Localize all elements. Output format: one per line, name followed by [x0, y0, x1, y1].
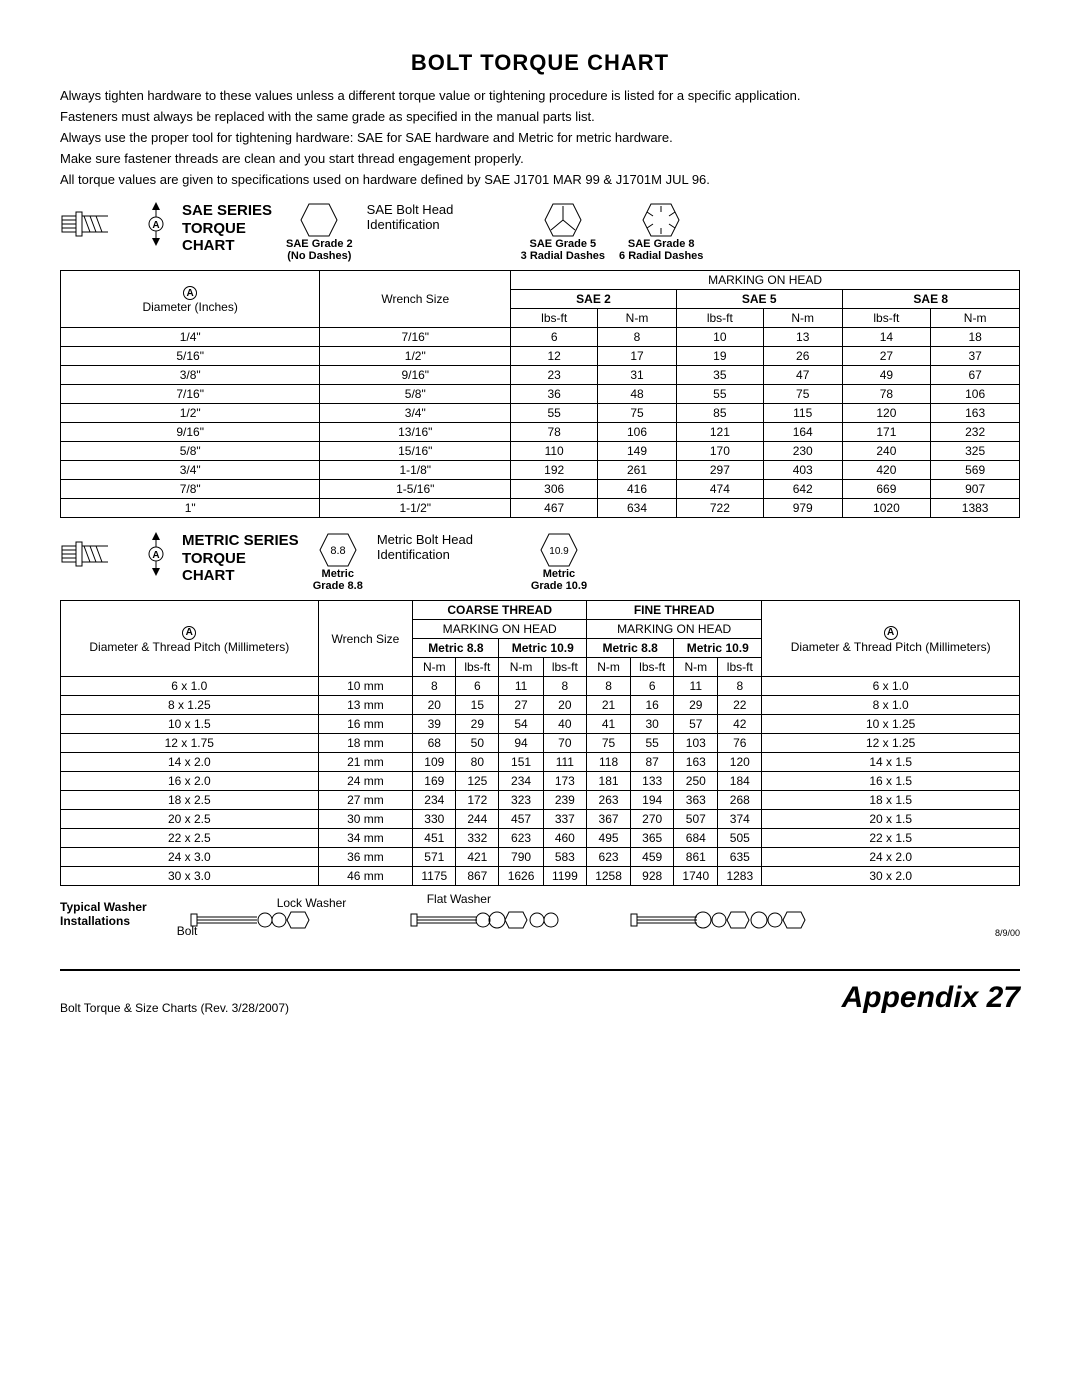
- table-row: 18 x 2.527 mm23417232323926319436326818 …: [61, 791, 1020, 810]
- table-row: 12 x 1.7518 mm6850947075551037612 x 1.25: [61, 734, 1020, 753]
- svg-text:A: A: [152, 220, 159, 231]
- intro-line: Make sure fastener threads are clean and…: [60, 151, 1020, 168]
- intro-text: Always tighten hardware to these values …: [60, 88, 1020, 188]
- metric-head-id-label: Metric Bolt Head Identification: [377, 532, 517, 562]
- table-row: 5/8"15/16"110149170230240325: [61, 442, 1020, 461]
- bolt-label: Bolt: [177, 924, 198, 938]
- table-row: 30 x 3.046 mm117586716261199125892817401…: [61, 867, 1020, 886]
- marker-a-icon: A: [182, 626, 196, 640]
- flat-washer-label: Flat Washer: [427, 892, 491, 906]
- table-row: 20 x 2.530 mm33024445733736727050737420 …: [61, 810, 1020, 829]
- sae-grade8-block: SAE Grade 8 6 Radial Dashes: [619, 202, 703, 262]
- marker-a-icon: A: [183, 286, 197, 300]
- table-row: 5/16"1/2"121719262737: [61, 347, 1020, 366]
- bolt-side-icon: [60, 532, 130, 576]
- table-row: 1/2"3/4"557585115120163: [61, 404, 1020, 423]
- table-row: 6 x 1.010 mm86118861186 x 1.0: [61, 677, 1020, 696]
- metric-series-title: METRIC SERIES TORQUE CHART: [182, 532, 299, 584]
- table-row: 16 x 2.024 mm16912523417318113325018416 …: [61, 772, 1020, 791]
- lock-washer-label: Lock Washer: [277, 896, 347, 910]
- metric-header: A METRIC SERIES TORQUE CHART 8.8 Metric …: [60, 532, 1020, 592]
- washer-diagram: Typical Washer Installations Bolt Lock W…: [60, 900, 1020, 943]
- marker-a-icon: A: [884, 626, 898, 640]
- dimension-arrow-icon: A: [144, 532, 168, 576]
- table-row: 8 x 1.2513 mm20152720211629228 x 1.0: [61, 696, 1020, 715]
- revision-text: Bolt Torque & Size Charts (Rev. 3/28/200…: [60, 1001, 289, 1015]
- table-row: 10 x 1.516 mm392954404130574210 x 1.25: [61, 715, 1020, 734]
- intro-line: Always tighten hardware to these values …: [60, 88, 1020, 105]
- table-row: 1"1-1/2"46763472297910201383: [61, 499, 1020, 518]
- page-footer: Bolt Torque & Size Charts (Rev. 3/28/200…: [60, 969, 1020, 1015]
- sae-header: A SAE SERIES TORQUE CHART SAE Grade 2 (N…: [60, 202, 1020, 262]
- hex-head-88-icon: 8.8: [318, 532, 358, 568]
- page-title: BOLT TORQUE CHART: [60, 50, 1020, 76]
- sae-series-title: SAE SERIES TORQUE CHART: [182, 202, 272, 254]
- hex-head-6dash-icon: [641, 202, 681, 238]
- svg-text:10.9: 10.9: [549, 546, 569, 557]
- bolt-side-icon: [60, 202, 130, 246]
- metric-torque-table: ADiameter & Thread Pitch (Millimeters) W…: [60, 600, 1020, 886]
- table-row: 22 x 2.534 mm45133262346049536568450522 …: [61, 829, 1020, 848]
- hex-head-icon: [299, 202, 339, 238]
- table-row: 7/8"1-5/16"306416474642669907: [61, 480, 1020, 499]
- table-row: 1/4"7/16"6810131418: [61, 328, 1020, 347]
- sae-head-id-label: SAE Bolt Head Identification: [367, 202, 507, 232]
- table-row: 9/16"13/16"78106121164171232: [61, 423, 1020, 442]
- hex-head-109-icon: 10.9: [539, 532, 579, 568]
- table-row: 24 x 3.036 mm57142179058362345986163524 …: [61, 848, 1020, 867]
- diagram-date: 8/9/00: [995, 928, 1020, 938]
- intro-line: All torque values are given to specifica…: [60, 172, 1020, 189]
- dimension-arrow-icon: A: [144, 202, 168, 246]
- intro-line: Always use the proper tool for tightenin…: [60, 130, 1020, 147]
- table-row: 14 x 2.021 mm109801511111188716312014 x …: [61, 753, 1020, 772]
- table-row: 7/16"5/8"3648557578106: [61, 385, 1020, 404]
- washer-assembly-icon: [157, 900, 877, 940]
- table-row: 3/4"1-1/8"192261297403420569: [61, 461, 1020, 480]
- table-row: 3/8"9/16"233135474967: [61, 366, 1020, 385]
- sae-grade5-block: SAE Grade 5 3 Radial Dashes: [521, 202, 605, 262]
- svg-text:A: A: [152, 550, 159, 561]
- hex-head-3dash-icon: [543, 202, 583, 238]
- sae-torque-table: ADiameter (Inches) Wrench Size MARKING O…: [60, 270, 1020, 518]
- metric-109-block: 10.9 Metric Grade 10.9: [531, 532, 587, 592]
- metric-88-block: 8.8 Metric Grade 8.8: [313, 532, 363, 592]
- intro-line: Fasteners must always be replaced with t…: [60, 109, 1020, 126]
- svg-text:8.8: 8.8: [330, 545, 345, 557]
- appendix-label: Appendix 27: [842, 981, 1020, 1015]
- sae-grade2-block: SAE Grade 2 (No Dashes): [286, 202, 353, 262]
